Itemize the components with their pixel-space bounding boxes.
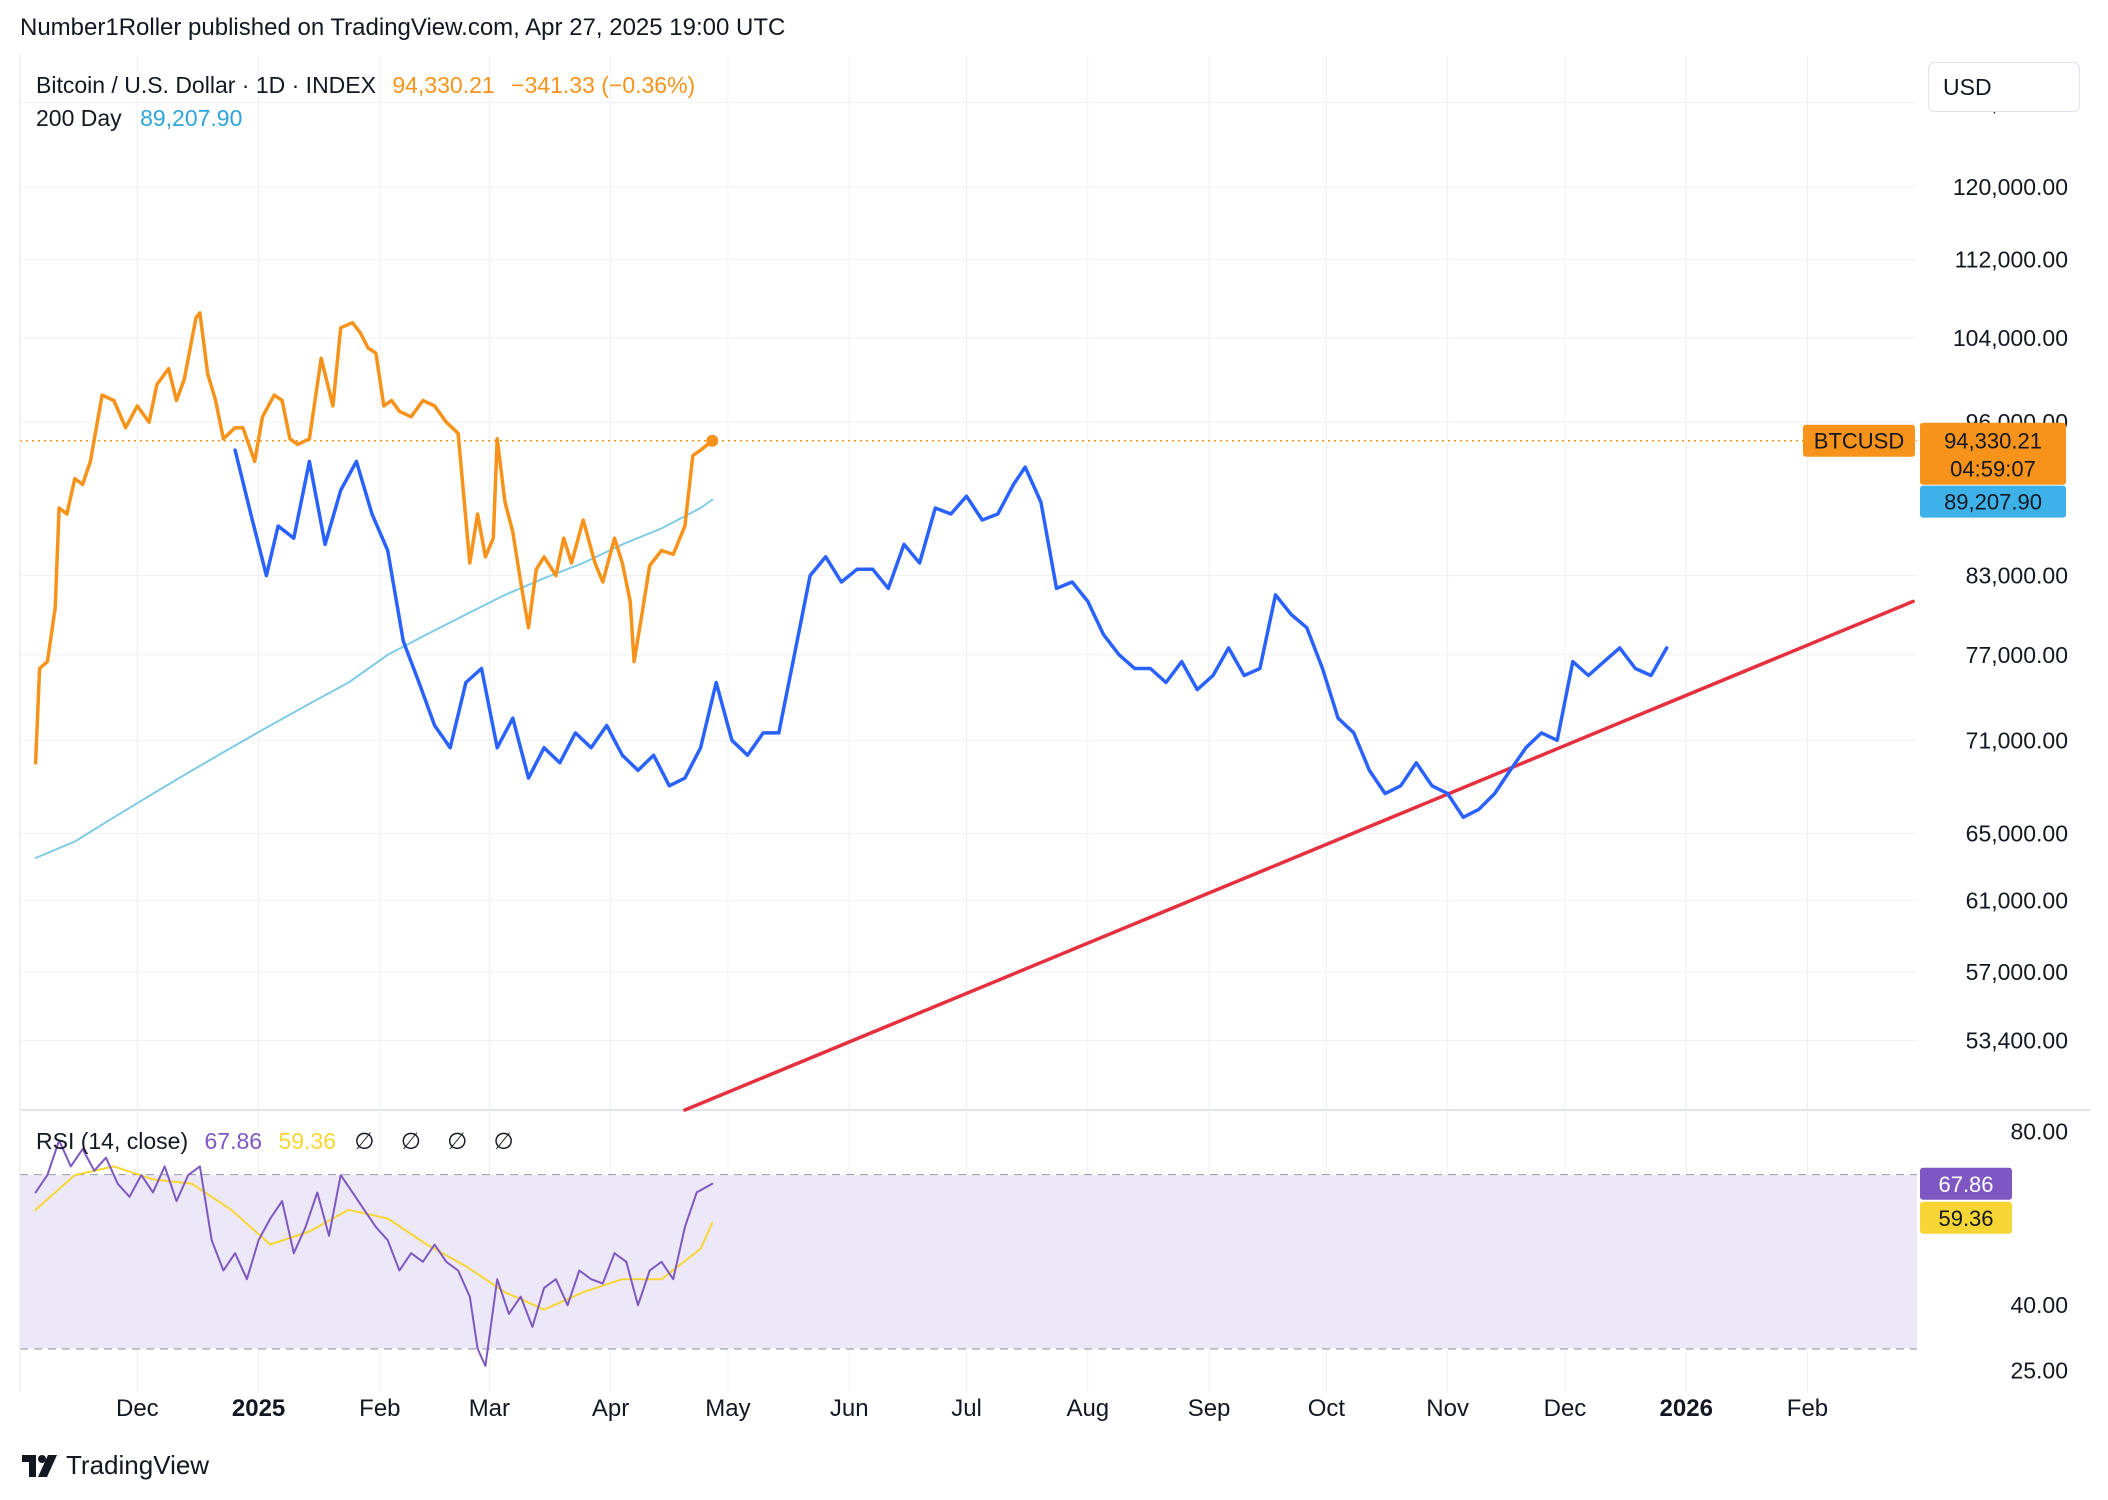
trendline xyxy=(683,599,1915,1112)
y-tick-label: 65,000.00 xyxy=(1966,820,2068,846)
x-tick-label: Dec xyxy=(1544,1395,1587,1422)
ma-label: 200 Day xyxy=(36,105,122,131)
x-tick-label: 2025 xyxy=(232,1395,285,1422)
x-tick-label: 2026 xyxy=(1660,1395,1713,1422)
price-tags: BTCUSD 94,330.21 04:59:07 89,207.90 67.86 59.… xyxy=(1803,422,2066,1234)
ma-value: 89,207.90 xyxy=(140,105,243,131)
ma-tag-bg xyxy=(1920,485,2066,518)
tradingview-brand[interactable]: TradingView xyxy=(22,1450,209,1481)
price-tag-bg xyxy=(1920,422,2066,485)
legend-change: −341.33 (−0.36%) xyxy=(511,72,696,98)
x-tick-label: Oct xyxy=(1308,1395,1346,1422)
rsi-tag-bg xyxy=(1920,1167,2012,1200)
countdown-label: 04:59:07 xyxy=(1950,457,2036,482)
series-lines xyxy=(33,311,1915,1367)
x-tick-label: Aug xyxy=(1066,1395,1109,1422)
y-tick-label: 57,000.00 xyxy=(1966,959,2068,985)
y-tick-label: 112,000.00 xyxy=(1955,247,2068,273)
last-price-dot xyxy=(706,434,719,447)
x-tick-label: May xyxy=(705,1395,750,1422)
rsi-ma-tag-bg xyxy=(1920,1201,2012,1234)
y-tick-label: 77,000.00 xyxy=(1966,642,2068,668)
y-tick-label: 71,000.00 xyxy=(1966,727,2068,753)
symbol-label: Bitcoin / U.S. Dollar · 1D · INDEX xyxy=(36,72,376,98)
rsi-band xyxy=(20,1175,1917,1349)
y-tick-label: 61,000.00 xyxy=(1966,887,2068,913)
rsi-y-tick-label: 80.00 xyxy=(2010,1119,2068,1145)
symbol-tag-label: BTCUSD xyxy=(1814,429,1904,454)
rsi-line xyxy=(34,1139,714,1367)
symbol-tag-bg xyxy=(1803,424,1915,457)
x-tick-label: Sep xyxy=(1188,1395,1231,1422)
x-tick-label: Dec xyxy=(116,1395,159,1422)
rsi-y-tick-label: 40.00 xyxy=(2010,1292,2068,1318)
legend-price: 94,330.21 xyxy=(392,72,495,98)
ma-legend[interactable]: 200 Day 89,207.90 xyxy=(36,105,242,132)
x-tick-label: Feb xyxy=(1787,1395,1828,1422)
rsi-label: RSI (14, close) xyxy=(36,1128,189,1154)
ma-tag-value: 89,207.90 xyxy=(1944,490,2042,515)
x-tick-label: Jun xyxy=(830,1395,869,1422)
rsi-ma-tag-value: 59.36 xyxy=(1938,1206,1993,1231)
y-tick-label: 83,000.00 xyxy=(1966,563,2068,589)
x-tick-label: Nov xyxy=(1426,1395,1469,1422)
y-tick-label: 120,000.00 xyxy=(1953,174,2068,200)
ma200-line xyxy=(34,498,714,859)
rsi-ma-value: 59.36 xyxy=(278,1128,337,1154)
y-tick-label: 53,400.00 xyxy=(1966,1028,2068,1054)
rsi-value: 67.86 xyxy=(204,1128,263,1154)
projection-line xyxy=(233,448,1669,820)
tradingview-logo-icon xyxy=(22,1454,57,1477)
x-tick-label: Mar xyxy=(469,1395,510,1422)
btcusd-line xyxy=(33,311,715,765)
rsi-tag-value: 67.86 xyxy=(1938,1172,1993,1197)
null-values: ∅ ∅ ∅ ∅ xyxy=(354,1128,524,1154)
rsi-y-tick-label: 25.00 xyxy=(2010,1357,2068,1383)
rsi-legend[interactable]: RSI (14, close) 67.86 59.36 ∅ ∅ ∅ ∅ xyxy=(36,1128,524,1155)
main-legend[interactable]: Bitcoin / U.S. Dollar · 1D · INDEX 94,33… xyxy=(36,72,695,99)
publish-caption: Number1Roller published on TradingView.c… xyxy=(20,14,786,41)
x-tick-label: Feb xyxy=(359,1395,400,1422)
x-tick-label: Jul xyxy=(951,1395,982,1422)
brand-name: TradingView xyxy=(66,1450,210,1480)
rsi-ma-line xyxy=(34,1165,714,1311)
y-tick-label: 104,000.00 xyxy=(1953,325,2068,351)
currency-button[interactable]: USD xyxy=(1928,62,2080,112)
x-tick-label: Apr xyxy=(592,1395,629,1422)
price-tag-value: 94,330.21 xyxy=(1944,429,2042,454)
